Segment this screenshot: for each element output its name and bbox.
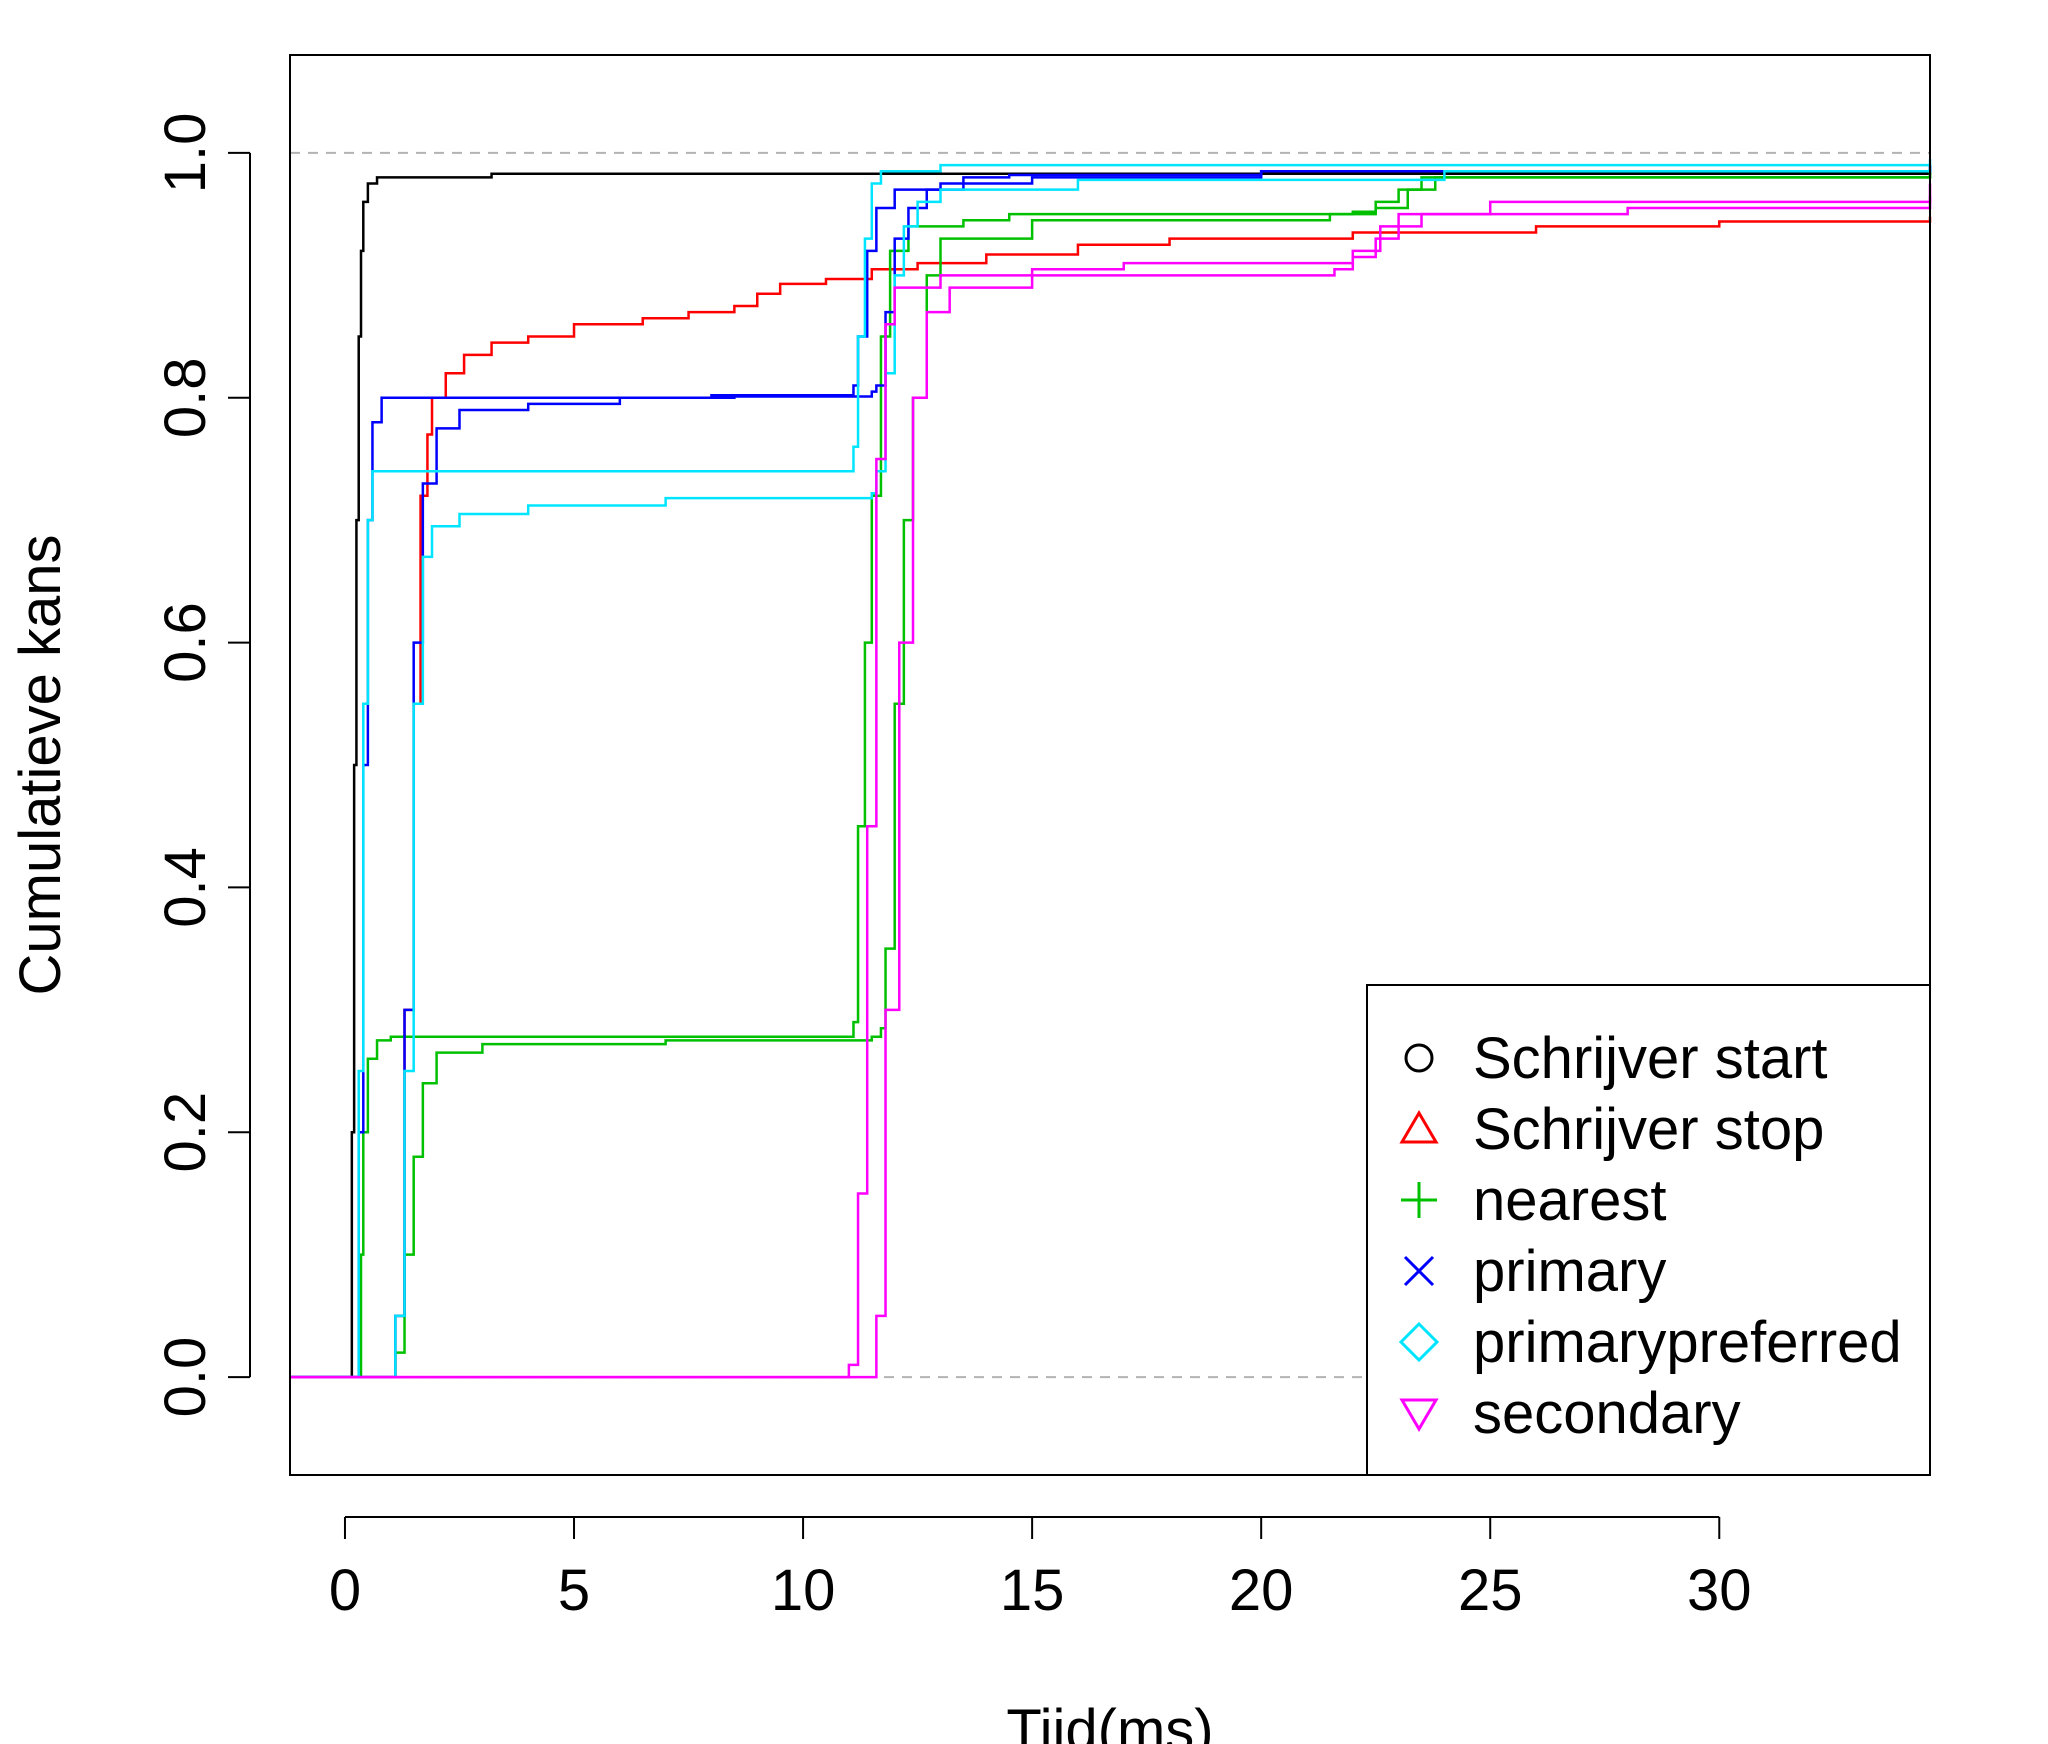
y-tick-label: 1.0 <box>153 113 218 194</box>
series-line-0 <box>290 172 1932 1379</box>
x-tick-label: 30 <box>1687 1558 1752 1623</box>
y-axis-title: Cumulatieve kans <box>8 535 73 996</box>
legend-label: nearest <box>1473 1168 1666 1233</box>
legend-box <box>1366 984 1931 1476</box>
series-line-6 <box>290 159 1932 1379</box>
x-tick-label: 15 <box>1000 1558 1065 1623</box>
legend-label: Schrijver start <box>1473 1026 1828 1091</box>
y-tick-label: 0.4 <box>153 847 218 928</box>
legend-label: secondary <box>1473 1381 1741 1446</box>
x-tick-label: 10 <box>771 1558 836 1623</box>
x-tick-label: 20 <box>1229 1558 1294 1623</box>
series-group <box>290 159 1932 1379</box>
x-axis: 0 5 10 15 20 25 30 <box>329 1516 1752 1623</box>
legend-item: Schrijver stop <box>1399 1097 1824 1162</box>
series-line-4 <box>290 165 1932 1379</box>
legend-item: secondary <box>1399 1381 1741 1446</box>
legend-symbol-diamond <box>1398 1321 1440 1363</box>
y-tick-label: 0.2 <box>153 1092 218 1173</box>
legend-symbol-circle <box>1404 1043 1434 1073</box>
legend-item: primary <box>1403 1239 1666 1304</box>
series-line-1 <box>290 216 1932 1379</box>
series-line-9 <box>290 195 1932 1379</box>
legend-item: primarypreferred <box>1398 1310 1902 1375</box>
legend-item: Schrijver start <box>1404 1026 1828 1091</box>
legend-label: primary <box>1473 1239 1666 1304</box>
y-tick-label: 0.6 <box>153 602 218 683</box>
y-tick-label: 0.0 <box>153 1337 218 1418</box>
x-tick-label: 25 <box>1458 1558 1523 1623</box>
series-line-7 <box>290 165 1932 1379</box>
legend-symbol-plus <box>1401 1182 1437 1218</box>
legend-label: Schrijver stop <box>1473 1097 1824 1162</box>
series-line-2 <box>290 174 1932 1379</box>
legend-item: nearest <box>1401 1168 1666 1233</box>
series-line-8 <box>290 183 1932 1379</box>
x-tick-label: 5 <box>558 1558 590 1623</box>
legend-symbol-triangle <box>1399 1110 1439 1144</box>
x-axis-title: Tijd(ms) <box>1006 1698 1213 1744</box>
x-tick-label: 0 <box>329 1558 361 1623</box>
legend-label: primarypreferred <box>1473 1310 1902 1375</box>
plot-frame <box>289 54 1931 1476</box>
series-line-3 <box>290 171 1932 1379</box>
y-axis: 0.0 0.2 0.4 0.6 0.8 1.0 <box>153 113 251 1418</box>
legend-symbol-triangle-down <box>1399 1398 1439 1432</box>
y-tick-label: 0.8 <box>153 357 218 438</box>
legend-symbol-x <box>1403 1255 1435 1287</box>
